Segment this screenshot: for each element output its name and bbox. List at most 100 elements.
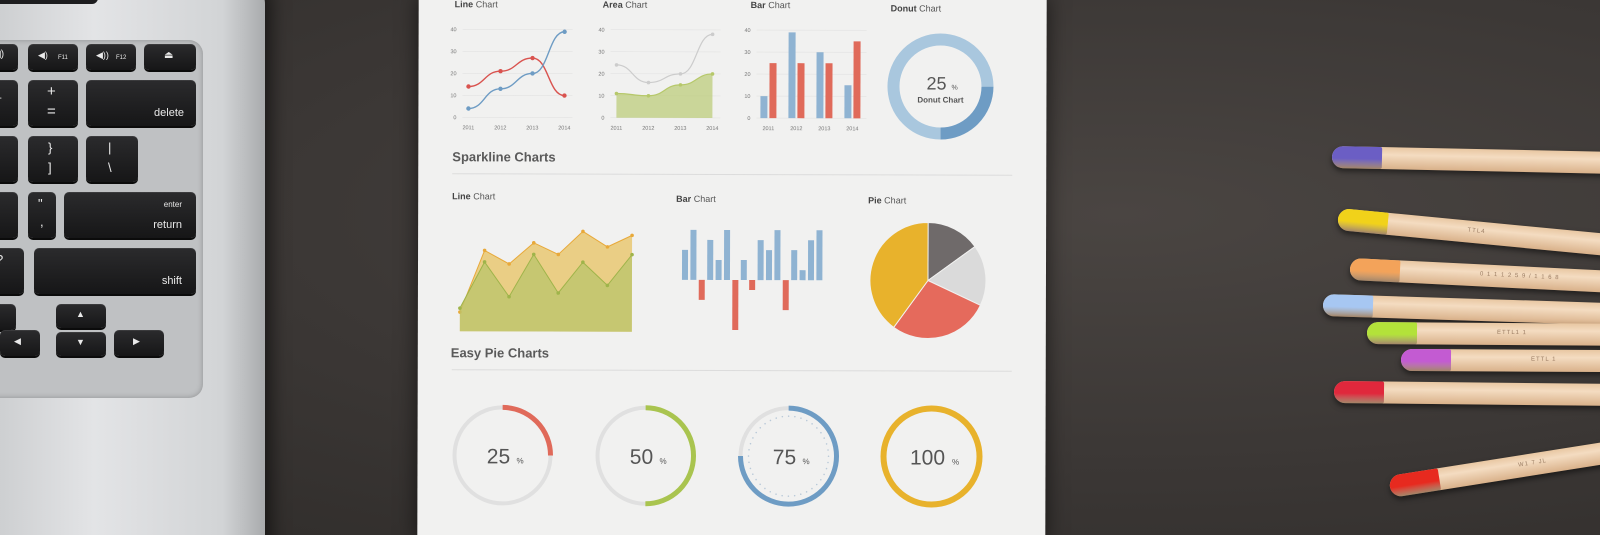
key-f12[interactable]: ◀)) F12 (86, 44, 136, 70)
key-arrow-up[interactable]: ▲ (56, 304, 106, 328)
colored-pencil (1322, 294, 1600, 326)
donut-slice (887, 33, 994, 140)
y-tick-label: 10 (744, 94, 750, 100)
data-point (530, 55, 535, 61)
tick-dot (748, 448, 750, 451)
area-chart-title: Area Chart (602, 0, 648, 10)
key-minus[interactable]: _ - (0, 80, 18, 126)
spark-bar (698, 279, 705, 300)
sparkline-line-2 (459, 253, 633, 309)
tick-dot (805, 491, 808, 493)
easy-pie-value: 25 (487, 445, 510, 468)
tick-dot (749, 467, 752, 470)
tick-dot (787, 495, 790, 497)
colored-pencil: ETTL 1 (1400, 349, 1600, 373)
spark-bar (816, 230, 823, 281)
tick-dot (764, 487, 766, 490)
y-tick-label: 40 (450, 27, 456, 33)
easy-pie-unit: % (516, 456, 523, 465)
x-axis-ticks: 2011 2012 2013 2014 (610, 126, 718, 132)
pencil-print: 0 1 1 1 2 5 9 / 1 1 6 8 (1479, 271, 1560, 282)
tick-dot (827, 449, 829, 451)
easy-pie-value: 75 (773, 446, 796, 469)
bar (769, 63, 777, 119)
bar (797, 63, 805, 119)
y-tick-label: 40 (598, 28, 604, 34)
spark-bar (681, 249, 689, 280)
bar-chart-title: Bar Chart (750, 0, 791, 11)
key-quote[interactable] (0, 192, 18, 238)
data-point (581, 260, 585, 265)
colored-pencil: W1 7 JL (1388, 435, 1600, 498)
bar (788, 32, 796, 119)
donut-unit: % (951, 85, 957, 92)
line-series-1 (468, 57, 565, 97)
pencil-tip (1333, 381, 1385, 404)
key-slash[interactable]: ? / (0, 248, 24, 294)
data-point (530, 71, 535, 76)
tick-dot (823, 437, 825, 439)
key-arrow-right[interactable]: ▶ (114, 330, 164, 356)
donut-chart: 25 % Donut Chart (887, 33, 994, 140)
spark-bar (715, 259, 722, 280)
tick-dot (825, 443, 828, 445)
data-point (562, 93, 567, 98)
eject-icon: ⏏ (164, 50, 174, 61)
key-f10[interactable]: ◀) (0, 44, 18, 70)
tick-dot (775, 417, 778, 419)
donut-value: 25 (926, 74, 946, 94)
key-eject[interactable]: ⏏ (144, 44, 196, 70)
tick-dot (747, 455, 750, 457)
data-point (556, 291, 561, 295)
x-tick-label: 2014 (706, 126, 718, 132)
x-tick-label: 2012 (494, 125, 506, 131)
key-bracket-right[interactable]: } ] (28, 136, 78, 182)
spark-bar (765, 250, 773, 281)
key-bracket-left[interactable]: { [ (0, 136, 18, 182)
data-point (614, 91, 619, 96)
x-tick-label: 2011 (462, 125, 474, 131)
tick-dot (793, 494, 796, 497)
pencil-tip (1336, 208, 1389, 235)
data-point (466, 106, 471, 111)
x-tick-label: 2014 (846, 126, 858, 132)
key-shift[interactable]: shift (34, 248, 196, 294)
bar (816, 52, 824, 119)
y-tick-label: 30 (744, 50, 750, 56)
key-arrow-down[interactable]: ▼ (56, 332, 106, 356)
tick-dot (827, 455, 830, 458)
key-backslash[interactable]: | \ (86, 136, 138, 182)
section-divider (452, 173, 1013, 176)
colored-pencil: ETTL1 1 (1366, 322, 1600, 346)
arrow-right-icon: ▶ (133, 336, 140, 346)
key-quote[interactable]: " , (28, 192, 56, 238)
key-arrow-left[interactable]: ◀ (0, 330, 40, 356)
arrow-up-icon: ▲ (76, 309, 85, 319)
key-f11[interactable]: ◀) F11 (28, 44, 78, 70)
line-chart-title: Line Chart (454, 0, 498, 10)
spark-bar (690, 229, 697, 280)
data-point (482, 260, 487, 264)
data-point (646, 80, 651, 85)
pencil-print: W1 7 JL (1517, 458, 1548, 469)
y-tick-label: 0 (453, 115, 456, 121)
key-left[interactable] (0, 304, 16, 330)
donut-chart-title: Donut Chart (890, 3, 942, 14)
key-return[interactable]: enter return (64, 192, 196, 238)
pencil-tip (1388, 468, 1442, 498)
data-point (710, 32, 715, 37)
easy-pie-charts-heading: Easy Pie Charts (450, 345, 550, 361)
area-line-1 (616, 33, 713, 84)
tick-dot (752, 437, 754, 439)
chart-printout-paper: Line Chart Area Chart Bar Chart Donut Ch… (417, 0, 1047, 535)
tick-dot (752, 473, 754, 476)
data-point (562, 29, 567, 34)
y-tick-label: 20 (450, 71, 456, 77)
sparkline-line-chart-title: Line Chart (452, 191, 496, 202)
spark-bar (791, 250, 798, 281)
data-point (678, 72, 683, 76)
easy-pie-unit: % (802, 457, 809, 466)
key-delete[interactable]: delete (86, 80, 196, 126)
tick-dot (769, 419, 772, 422)
key-equals[interactable]: + = (28, 80, 78, 126)
